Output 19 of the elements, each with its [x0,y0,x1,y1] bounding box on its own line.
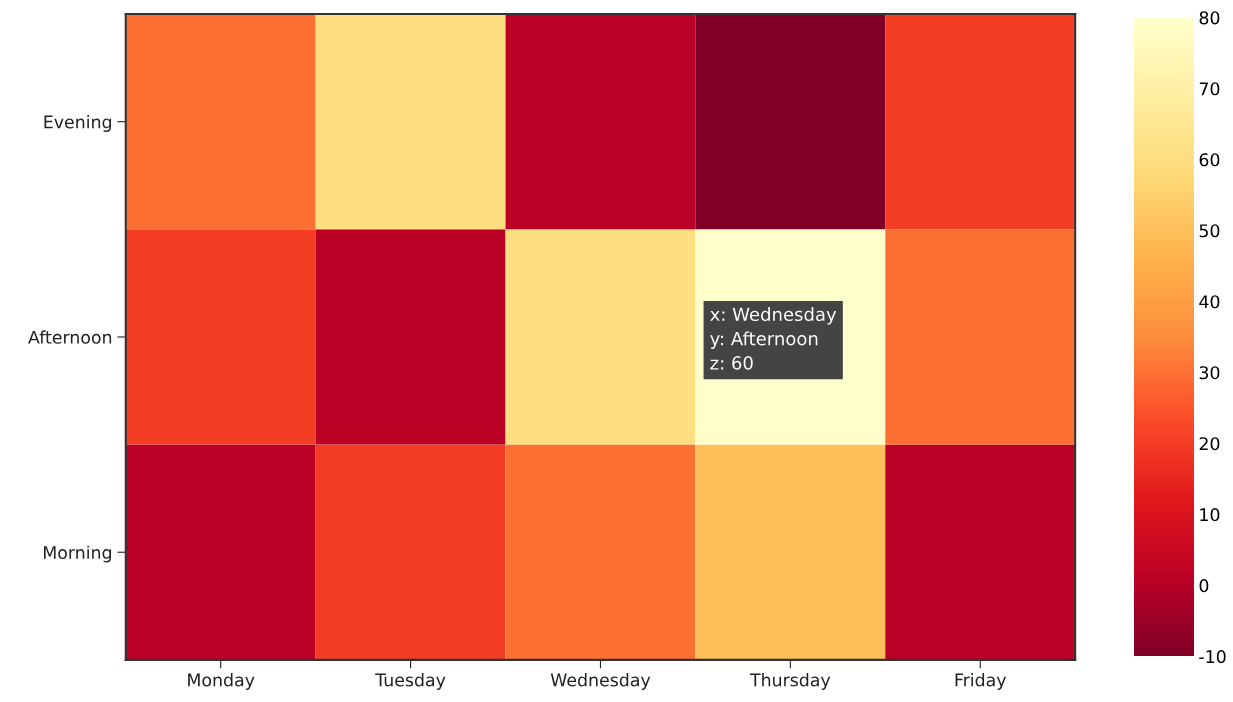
x-tick-label: Wednesday [550,673,651,690]
color-bar-label: 10 [1200,508,1220,522]
color-bar-label: 0 [1199,579,1209,593]
color-bar-label: 40 [1199,295,1220,309]
annotation: x: Wednesday y: Afternoon z: 60 [710,307,837,370]
color-bar-label: 60 [1199,153,1220,167]
color-bar-label: 80 [1199,11,1220,25]
y-tick-label: Evening [44,115,111,132]
x-tick-label: Monday [188,673,255,690]
x-tick-label: Thursday [749,673,831,690]
color-bar-label: 20 [1199,437,1220,451]
y-tick-label: Morning [43,545,111,563]
x-tick-label: Tuesday [375,673,446,690]
color-bar-label: 30 [1199,366,1220,380]
color-bar-label: -10 [1199,650,1226,664]
x-tick-label: Friday [955,673,1007,690]
color-bar-label: 50 [1199,224,1220,238]
y-tick-label: Afternoon [28,330,112,344]
color-bar-label: 70 [1199,82,1220,96]
